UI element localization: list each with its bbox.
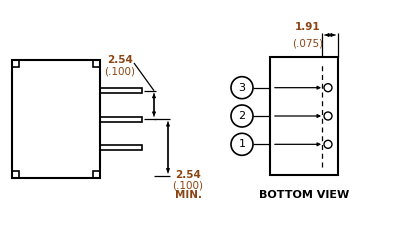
Circle shape xyxy=(231,77,253,99)
Circle shape xyxy=(324,140,332,148)
Bar xyxy=(270,57,338,175)
Text: 1.91: 1.91 xyxy=(295,22,321,32)
Text: BOTTOM VIEW: BOTTOM VIEW xyxy=(259,190,349,200)
Bar xyxy=(100,116,142,121)
Bar xyxy=(12,171,19,178)
Text: 3: 3 xyxy=(238,83,246,93)
Circle shape xyxy=(231,105,253,127)
Bar xyxy=(100,145,142,150)
Text: MIN.: MIN. xyxy=(174,190,202,200)
Circle shape xyxy=(324,84,332,92)
Text: 2.54: 2.54 xyxy=(175,170,201,180)
Circle shape xyxy=(231,133,253,155)
Text: 1: 1 xyxy=(238,139,246,149)
Text: (.075): (.075) xyxy=(292,38,324,48)
Text: (.100): (.100) xyxy=(172,181,204,191)
Bar xyxy=(12,60,100,178)
Bar xyxy=(100,88,142,93)
Bar xyxy=(93,60,100,67)
Circle shape xyxy=(324,112,332,120)
Text: (.100): (.100) xyxy=(104,66,136,76)
Text: 2.54: 2.54 xyxy=(107,55,133,65)
Bar xyxy=(93,171,100,178)
Text: 2: 2 xyxy=(238,111,246,121)
Bar xyxy=(12,60,19,67)
